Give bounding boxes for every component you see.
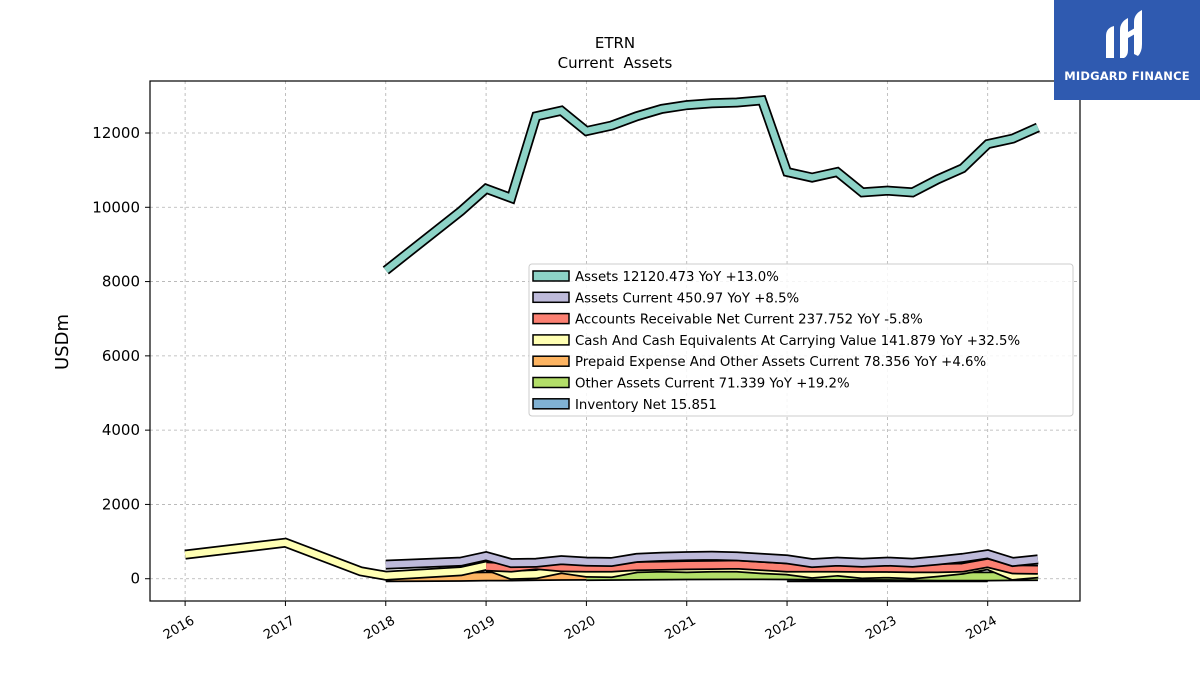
legend-swatch xyxy=(532,355,570,367)
y-tick-labels: 0 2000 4000 6000 8000 10000 12000 xyxy=(92,124,140,588)
x-tick-label: 2024 xyxy=(964,613,1000,643)
legend-label: Inventory Net 15.851 xyxy=(575,398,717,413)
x-tick-labels: 2016 2017 2018 2019 2020 2021 2022 2023 2024 xyxy=(161,613,1000,643)
plot-frame xyxy=(149,80,1081,602)
series-layer xyxy=(184,94,1040,583)
x-tick-label: 2017 xyxy=(261,613,297,643)
y-tick-label: 2000 xyxy=(102,495,140,513)
series-line xyxy=(383,96,1040,273)
legend-label: Prepaid Expense And Other Assets Current… xyxy=(575,355,986,370)
legend-label: Assets 12120.473 YoY +13.0% xyxy=(575,270,779,285)
legend-swatch xyxy=(532,291,570,304)
series-line xyxy=(485,559,1038,574)
x-tick-label: 2019 xyxy=(462,613,498,643)
legend-swatch xyxy=(532,312,570,325)
chart-title: ETRN xyxy=(595,34,635,52)
x-tick-label: 2018 xyxy=(362,613,398,643)
legend-label: Accounts Receivable Net Current 237.752 … xyxy=(575,313,923,328)
legend: Assets 12120.473 YoY +13.0% Assets Curren… xyxy=(528,263,1074,417)
series-outline xyxy=(382,94,1040,275)
chart-subtitle: Current Assets xyxy=(558,54,673,72)
y-tick-label: 6000 xyxy=(102,347,140,365)
logo-text: MIDGARD FINANCE xyxy=(1064,69,1190,83)
legend-label: Other Assets Current 71.339 YoY +19.2% xyxy=(575,377,850,392)
legend-swatch xyxy=(532,376,570,389)
series-line xyxy=(385,550,1039,568)
y-tick-label: 4000 xyxy=(102,421,140,439)
legend-swatch xyxy=(532,270,570,282)
legend-label: Assets Current 450.97 YoY +8.5% xyxy=(575,291,799,306)
y-tick-label: 12000 xyxy=(92,124,140,142)
y-tick-label: 0 xyxy=(130,570,140,588)
y-axis-label: USDm xyxy=(52,314,73,370)
x-tick-label: 2020 xyxy=(562,613,598,643)
axes xyxy=(145,80,1081,606)
logo-mark-icon xyxy=(1106,10,1142,58)
y-tick-label: 10000 xyxy=(92,198,140,216)
x-tick-label: 2023 xyxy=(863,613,899,643)
y-tick-label: 8000 xyxy=(102,273,140,291)
x-tick-label: 2022 xyxy=(763,613,799,643)
legend-label: Cash And Cash Equivalents At Carrying Va… xyxy=(575,334,1020,349)
midgard-finance-logo: MIDGARD FINANCE xyxy=(1054,0,1200,100)
legend-box xyxy=(528,263,1074,417)
x-tick-label: 2021 xyxy=(663,613,699,643)
x-tick-label: 2016 xyxy=(161,613,197,643)
legend-swatch xyxy=(532,334,570,346)
legend-swatch xyxy=(532,398,570,410)
